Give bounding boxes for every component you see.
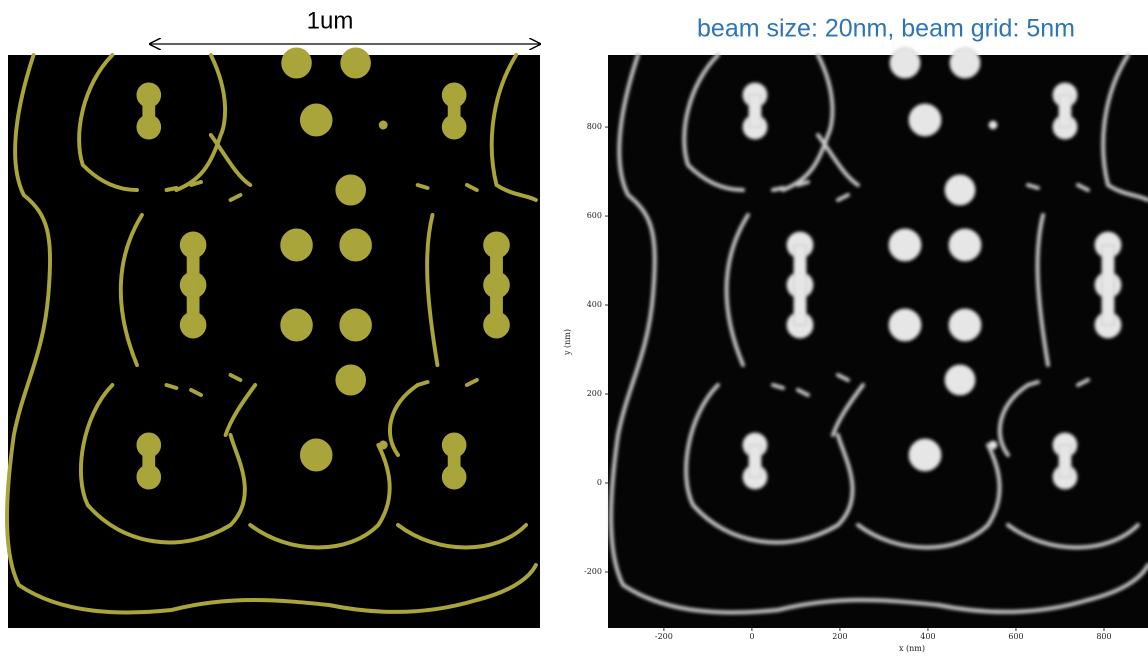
x-tick-label: -200: [655, 632, 673, 641]
x-tick-label: 0: [749, 632, 754, 641]
x-tick-label: 400: [920, 632, 935, 641]
layout-image: [8, 55, 540, 628]
x-tick-label: 800: [1096, 632, 1111, 641]
y-tick-label: -200: [584, 567, 602, 576]
simulated-image: [608, 55, 1148, 628]
panel-title: beam size: 20nm, beam grid: 5nm: [697, 15, 1075, 43]
x-axis-label: x (nm): [899, 644, 925, 653]
y-tick-label: 0: [597, 478, 602, 487]
y-tick-label: 600: [587, 211, 602, 220]
x-tick-label: 600: [1008, 632, 1023, 641]
y-axis-label: y (nm): [563, 329, 572, 356]
figure: 1um beam size: 20nm, beam grid: 5nm x (n…: [0, 0, 1148, 658]
y-tick-label: 800: [587, 122, 602, 131]
scale-label: 1um: [307, 7, 354, 34]
y-tick-label: 200: [587, 389, 602, 398]
x-tick-label: 200: [832, 632, 847, 641]
y-tick-label: 400: [587, 300, 602, 309]
